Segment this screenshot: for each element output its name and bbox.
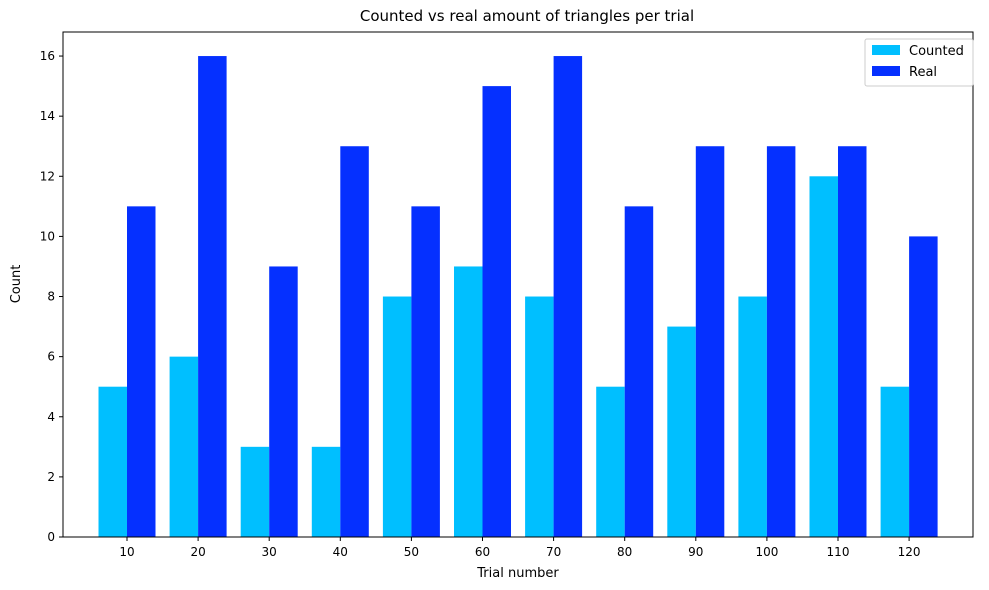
legend-swatch-real [872,66,900,76]
x-tick-label: 100 [755,545,778,559]
y-tick-label: 16 [40,49,55,63]
legend-label-real: Real [909,65,937,80]
y-tick-label: 10 [40,229,55,243]
bar-real-120 [909,236,938,537]
y-tick-label: 2 [47,470,55,484]
bar-counted-40 [311,446,341,537]
legend-swatch-counted [872,45,900,55]
bar-counted-20 [169,356,199,537]
x-tick-label: 10 [119,545,134,559]
y-tick-label: 12 [40,169,55,183]
bar-real-10 [127,206,156,537]
y-tick-label: 4 [47,410,55,424]
bar-real-50 [411,206,440,537]
x-tick-label: 110 [827,545,850,559]
y-tick-label: 6 [47,350,55,364]
bar-counted-80 [596,386,625,537]
bar-counted-110 [809,176,838,538]
bar-counted-60 [454,266,483,537]
bar-real-70 [553,56,583,538]
legend: Counted Real [864,38,974,87]
bar-real-110 [838,146,867,538]
y-tick-label: 8 [47,290,55,304]
bar-real-40 [340,146,369,538]
x-tick-label: 40 [333,545,348,559]
x-tick-label: 120 [898,545,921,559]
bar-counted-90 [667,326,696,537]
y-tick-label: 14 [40,109,55,123]
bar-real-80 [624,206,654,537]
x-tick-label: 80 [617,545,632,559]
legend-label-counted: Counted [909,44,964,59]
bar-counted-120 [880,386,910,537]
x-axis: 10 20 30 40 50 60 70 80 90 100 110 120 [119,537,921,559]
chart-title: Counted vs real amount of triangles per … [360,7,694,25]
bar-real-30 [269,266,298,537]
bar-real-100 [766,146,796,538]
x-tick-label: 30 [262,545,277,559]
x-tick-label: 70 [546,545,561,559]
bar-counted-100 [738,296,767,537]
x-tick-label: 90 [688,545,703,559]
bar-counted-70 [525,296,554,537]
x-axis-label: Trial number [476,566,559,581]
y-axis: 0 2 4 6 8 10 12 14 16 [40,49,63,544]
y-tick-label: 0 [47,530,55,544]
bar-real-90 [695,146,725,538]
bar-counted-50 [382,296,412,537]
plot-frame [62,31,974,538]
bar-real-60 [482,86,511,538]
y-axis-label: Count [9,265,24,304]
x-tick-label: 50 [404,545,419,559]
x-tick-label: 60 [475,545,490,559]
bars-group [98,56,938,538]
bar-counted-10 [98,386,127,537]
x-tick-label: 20 [190,545,205,559]
bar-counted-30 [240,446,270,537]
bar-real-20 [198,56,227,538]
